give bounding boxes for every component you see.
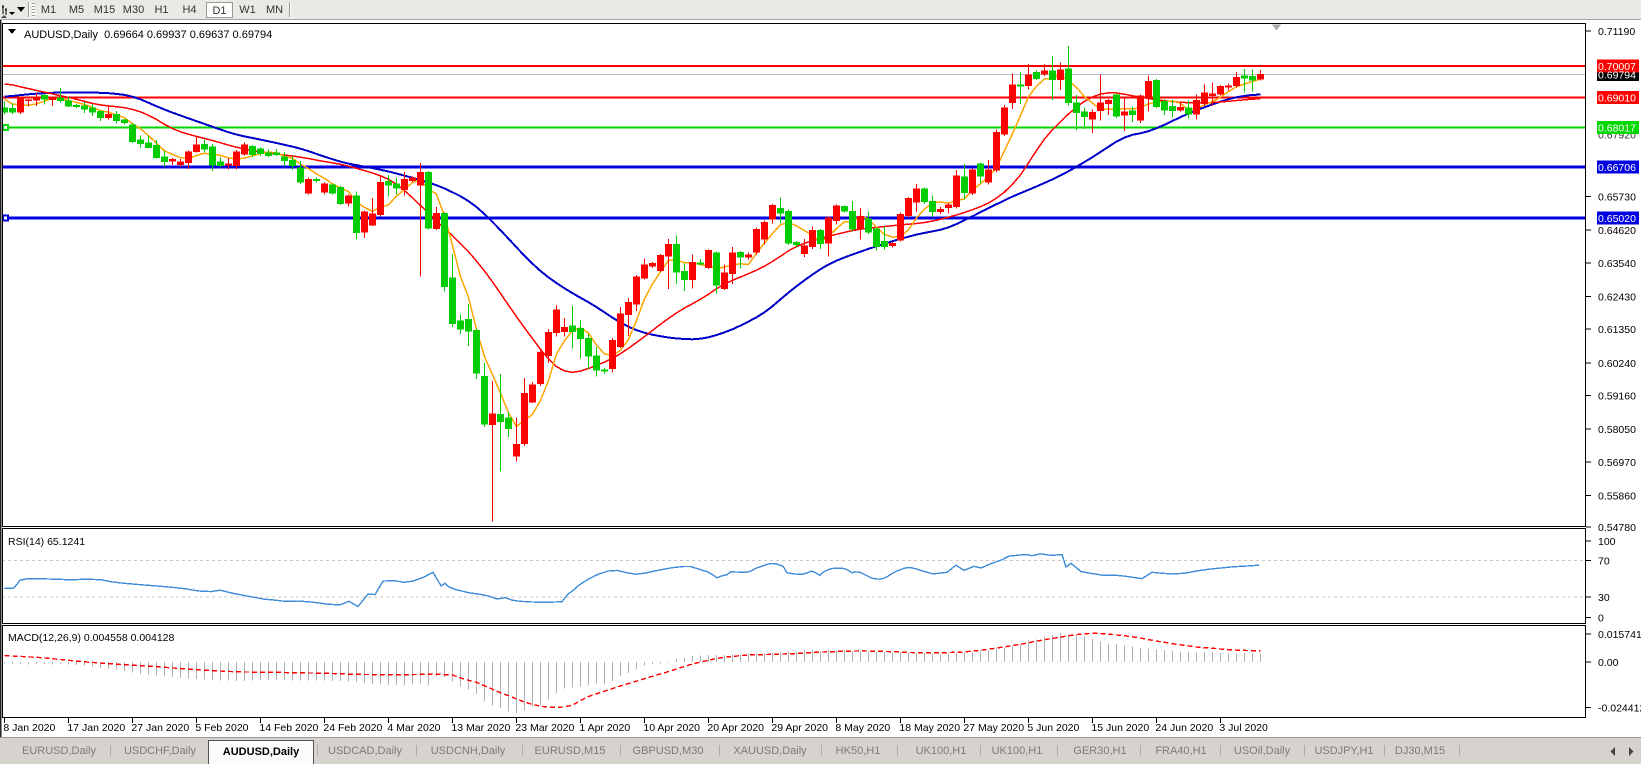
svg-text:0.55860: 0.55860 bbox=[1598, 491, 1636, 503]
svg-text:0.58050: 0.58050 bbox=[1598, 424, 1636, 436]
svg-text:5 Feb 2020: 5 Feb 2020 bbox=[195, 722, 248, 734]
svg-text:0.66706: 0.66706 bbox=[1598, 162, 1636, 174]
svg-text:1 Apr 2020: 1 Apr 2020 bbox=[579, 722, 630, 734]
svg-text:0.61350: 0.61350 bbox=[1598, 324, 1636, 336]
svg-text:0.69794: 0.69794 bbox=[1598, 70, 1636, 82]
svg-text:0: 0 bbox=[1598, 612, 1604, 624]
svg-text:100: 100 bbox=[1598, 536, 1616, 548]
svg-text:3 Jul 2020: 3 Jul 2020 bbox=[1219, 722, 1268, 734]
svg-text:0.60240: 0.60240 bbox=[1598, 358, 1636, 370]
svg-text:29 Apr 2020: 29 Apr 2020 bbox=[771, 722, 828, 734]
svg-text:20 Apr 2020: 20 Apr 2020 bbox=[707, 722, 764, 734]
svg-text:27 Jan 2020: 27 Jan 2020 bbox=[131, 722, 189, 734]
svg-text:0.70007: 0.70007 bbox=[1598, 61, 1636, 73]
svg-text:0.64620: 0.64620 bbox=[1598, 225, 1636, 237]
svg-text:30: 30 bbox=[1598, 592, 1610, 604]
svg-text:0.71190: 0.71190 bbox=[1598, 26, 1635, 38]
svg-text:23 Mar 2020: 23 Mar 2020 bbox=[515, 722, 574, 734]
svg-text:10 Apr 2020: 10 Apr 2020 bbox=[643, 722, 700, 734]
svg-text:-0.024412: -0.024412 bbox=[1598, 702, 1641, 714]
svg-text:0.65020: 0.65020 bbox=[1598, 213, 1636, 225]
svg-text:14 Feb 2020: 14 Feb 2020 bbox=[259, 722, 318, 734]
svg-text:0.63540: 0.63540 bbox=[1598, 258, 1636, 270]
svg-text:24 Feb 2020: 24 Feb 2020 bbox=[323, 722, 382, 734]
svg-text:15 Jun 2020: 15 Jun 2020 bbox=[1091, 722, 1149, 734]
svg-text:8 Jan 2020: 8 Jan 2020 bbox=[3, 722, 55, 734]
svg-text:17 Jan 2020: 17 Jan 2020 bbox=[67, 722, 125, 734]
svg-text:MACD(12,26,9) 0.004558 0.00412: MACD(12,26,9) 0.004558 0.004128 bbox=[8, 632, 175, 644]
svg-text:0.015741: 0.015741 bbox=[1598, 629, 1641, 641]
svg-text:0.68017: 0.68017 bbox=[1598, 123, 1636, 135]
svg-text:27 May 2020: 27 May 2020 bbox=[963, 722, 1024, 734]
svg-text:0.62430: 0.62430 bbox=[1598, 292, 1636, 304]
svg-text:24 Jun 2020: 24 Jun 2020 bbox=[1155, 722, 1213, 734]
svg-text:AUDUSD,Daily 0.69664 0.69937: AUDUSD,Daily 0.69664 0.69937 0.69637 0.6… bbox=[24, 29, 272, 41]
svg-text:8 May 2020: 8 May 2020 bbox=[835, 722, 890, 734]
svg-text:0.00: 0.00 bbox=[1598, 657, 1619, 669]
svg-text:4 Mar 2020: 4 Mar 2020 bbox=[387, 722, 440, 734]
svg-text:0.65730: 0.65730 bbox=[1598, 192, 1636, 204]
svg-text:0.59160: 0.59160 bbox=[1598, 391, 1636, 403]
svg-text:5 Jun 2020: 5 Jun 2020 bbox=[1027, 722, 1079, 734]
svg-text:RSI(14) 65.1241: RSI(14) 65.1241 bbox=[8, 536, 85, 548]
svg-text:0.56970: 0.56970 bbox=[1598, 457, 1636, 469]
svg-text:70: 70 bbox=[1598, 555, 1610, 567]
svg-text:0.54780: 0.54780 bbox=[1598, 522, 1636, 534]
svg-text:18 May 2020: 18 May 2020 bbox=[899, 722, 960, 734]
svg-text:13 Mar 2020: 13 Mar 2020 bbox=[451, 722, 510, 734]
svg-text:0.69010: 0.69010 bbox=[1598, 92, 1636, 104]
